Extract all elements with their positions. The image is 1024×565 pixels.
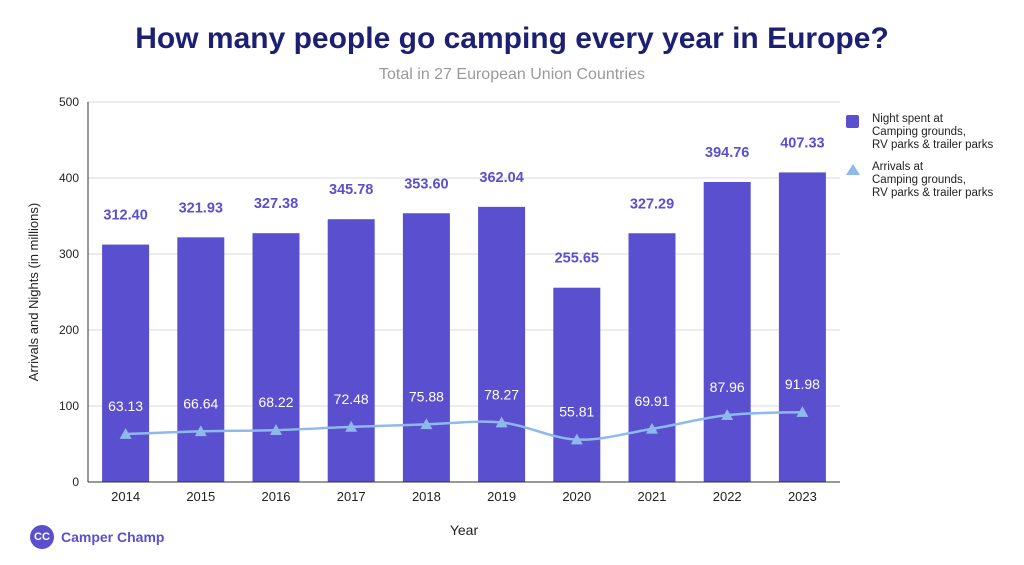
line-value-label: 55.81 (559, 404, 594, 420)
brand-logo: CC (30, 525, 54, 549)
chart-subtitle: Total in 27 European Union Countries (379, 66, 645, 83)
bar (327, 219, 375, 482)
bar-value-label: 345.78 (329, 182, 373, 198)
bar-value-label: 327.29 (630, 196, 674, 212)
x-tick-label: 2022 (713, 489, 742, 504)
bar (778, 172, 826, 482)
arrivals-marker (345, 420, 358, 432)
x-tick-label: 2015 (186, 489, 215, 504)
bar (402, 213, 450, 483)
x-tick-label: 2021 (638, 489, 667, 504)
legend-swatch-nights (846, 115, 859, 128)
line-value-label: 75.88 (409, 388, 444, 404)
bar (553, 287, 601, 482)
triangle-icon (846, 164, 860, 175)
y-tick-label: 100 (59, 399, 79, 413)
bar-value-label: 255.65 (555, 251, 599, 267)
y-tick-label: 500 (59, 95, 79, 109)
x-tick-label: 2014 (111, 489, 140, 504)
arrivals-marker (721, 409, 734, 420)
line-value-label: 68.22 (258, 394, 293, 410)
x-axis-title: Year (450, 522, 479, 538)
y-tick-label: 0 (72, 475, 79, 489)
arrivals-marker (495, 416, 508, 428)
y-tick-label: 200 (59, 323, 79, 337)
y-axis-title: Arrivals and Nights (in millions) (26, 203, 41, 381)
x-tick-label: 2023 (788, 489, 817, 504)
line-value-label: 63.13 (108, 398, 143, 414)
arrivals-marker (119, 428, 132, 439)
line-value-label: 72.48 (334, 391, 369, 407)
y-tick-label: 400 (59, 171, 79, 185)
bar-value-label: 394.76 (705, 145, 749, 161)
arrivals-marker (194, 425, 207, 437)
arrivals-marker (796, 406, 809, 417)
x-tick-label: 2018 (412, 489, 441, 504)
x-tick-label: 2017 (337, 489, 366, 504)
x-tick-label: 2019 (487, 489, 516, 504)
bar-value-label: 321.93 (179, 200, 223, 216)
bar-value-label: 362.04 (479, 170, 523, 186)
line-value-label: 69.91 (634, 393, 669, 409)
arrivals-marker (570, 433, 583, 445)
arrivals-line (125, 410, 803, 441)
bar (628, 233, 676, 482)
line-value-label: 66.64 (183, 395, 218, 411)
arrivals-marker (646, 422, 658, 434)
arrivals-marker (270, 424, 282, 435)
bar-value-label: 312.40 (103, 208, 147, 224)
x-tick-label: 2016 (262, 489, 291, 504)
bar (703, 181, 751, 482)
brand-name: Camper Champ (61, 529, 165, 545)
chart-title: How many people go camping every year in… (135, 22, 889, 55)
arrivals-marker (420, 418, 433, 430)
line-value-label: 87.96 (710, 379, 745, 395)
bar-value-label: 327.38 (254, 196, 298, 212)
bar (102, 244, 150, 482)
legend-label-arrivals: Arrivals at Camping grounds, RV parks & … (872, 161, 994, 199)
line-value-label: 91.98 (785, 376, 820, 392)
bar (478, 206, 526, 482)
line-value-label: 78.27 (484, 387, 519, 403)
legend-label-nights: Night spent at Camping grounds, RV parks… (872, 113, 994, 151)
x-tick-label: 2020 (562, 489, 591, 504)
y-tick-label: 300 (59, 247, 79, 261)
bar (252, 233, 300, 482)
bar-value-label: 353.60 (404, 176, 448, 192)
bar (177, 237, 225, 482)
bar-value-label: 407.33 (780, 135, 824, 151)
